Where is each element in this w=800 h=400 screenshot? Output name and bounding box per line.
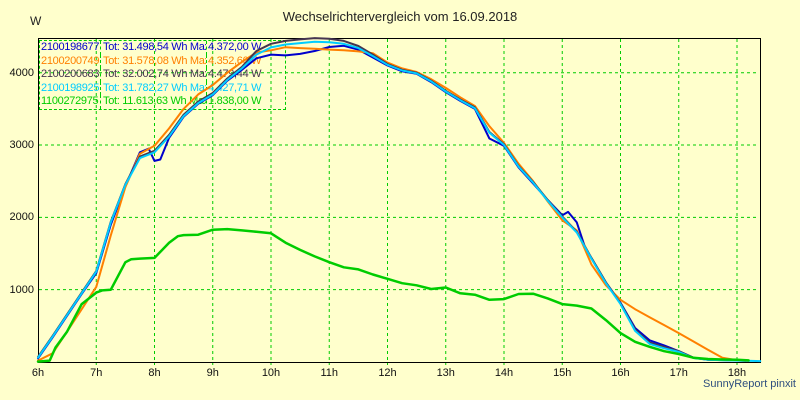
legend-max: 4.352,60 W — [208, 54, 262, 67]
x-tick-label: 17h — [669, 367, 688, 379]
y-tick-label: 4000 — [9, 66, 34, 79]
y-tick-label: 1000 — [9, 283, 34, 296]
report-credit: SunnyReport pinxit — [703, 378, 796, 390]
legend-serial: 2100200683 — [41, 68, 101, 82]
legend-total: Tot: 31.498,54 Wh Max: — [103, 41, 207, 55]
x-tick-label: 10h — [261, 367, 281, 379]
chart-title: Wechselrichtervergleich vom 16.09.2018 — [282, 9, 518, 24]
legend-serial: 2100200749 — [41, 54, 101, 69]
x-tick-label: 15h — [553, 367, 572, 379]
y-tick-label: 2000 — [9, 211, 34, 224]
legend-total: Tot: 31.578,08 Wh Max: — [103, 54, 207, 69]
x-tick-label: 12h — [378, 367, 397, 379]
legend-max: 4.372,00 W — [208, 41, 262, 53]
x-tick-label: 6h — [31, 367, 45, 379]
legend-max: 4.427,71 W — [208, 81, 262, 94]
x-tick-label: 13h — [436, 367, 455, 379]
legend-serial: 2100198925 — [41, 81, 101, 96]
x-tick-label: 18h — [727, 367, 747, 379]
x-tick-label: 11h — [320, 367, 339, 379]
x-tick-label: 9h — [206, 367, 219, 379]
y-axis-unit-label: W — [30, 14, 42, 28]
legend-table: 2100198677 Tot: 31.498,54 Wh Max: 4.372,00… — [39, 40, 286, 110]
x-tick-label: 7h — [90, 367, 103, 379]
x-tick-label: 14h — [494, 367, 514, 379]
legend-serial: 1100272975 — [40, 95, 101, 109]
y-tick-label: 3000 — [9, 139, 34, 152]
x-tick-label: 16h — [611, 367, 630, 379]
legend-total: Tot: 11.613,63 Wh Max: — [103, 95, 207, 109]
legend-max: 4.479,44 W — [208, 68, 262, 81]
legend-total: Tot: 32.002,74 Wh Max: — [103, 68, 207, 82]
legend-total: Tot: 31.782,27 Wh Max: — [103, 81, 207, 96]
legend-serial: 2100198677 — [41, 41, 101, 55]
x-tick-label: 8h — [148, 367, 161, 379]
legend-max: 1.838,00 W — [208, 95, 262, 108]
